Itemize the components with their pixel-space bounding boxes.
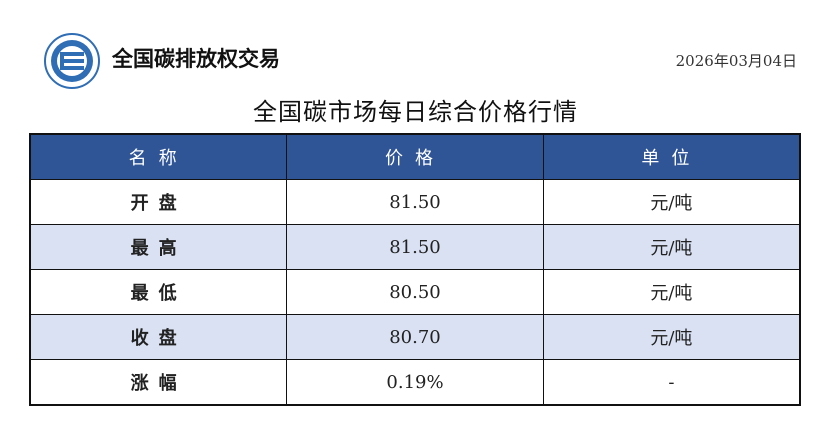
price-table: 名称 价格 单位 开盘 81.50 元/吨 最高 81.50 元/吨 最低 80… bbox=[29, 133, 801, 406]
row-unit: 元/吨 bbox=[542, 314, 801, 360]
column-header-price: 价格 bbox=[286, 133, 544, 180]
row-name: 最低 bbox=[29, 269, 288, 315]
page-title: 全国碳市场每日综合价格行情 bbox=[253, 98, 578, 126]
row-name: 涨幅 bbox=[29, 359, 288, 406]
brand-name: 全国碳排放权交易 bbox=[112, 47, 280, 71]
row-unit: - bbox=[542, 359, 801, 406]
row-price: 81.50 bbox=[286, 179, 544, 225]
row-unit: 元/吨 bbox=[542, 269, 801, 315]
row-price: 81.50 bbox=[286, 224, 544, 270]
exchange-logo-icon bbox=[44, 33, 100, 89]
report-date: 2026年03月04日 bbox=[675, 52, 797, 70]
table-row: 收盘 80.70 元/吨 bbox=[29, 314, 801, 360]
row-price: 0.19% bbox=[286, 359, 544, 406]
row-price: 80.50 bbox=[286, 269, 544, 315]
column-header-unit: 单位 bbox=[542, 133, 801, 180]
column-header-name: 名称 bbox=[29, 133, 288, 180]
table-row: 最低 80.50 元/吨 bbox=[29, 269, 801, 315]
table-row: 涨幅 0.19% - bbox=[29, 359, 801, 406]
row-name: 开盘 bbox=[29, 179, 288, 225]
row-name: 最高 bbox=[29, 224, 288, 270]
row-unit: 元/吨 bbox=[542, 224, 801, 270]
row-price: 80.70 bbox=[286, 314, 544, 360]
table-row: 最高 81.50 元/吨 bbox=[29, 224, 801, 270]
row-unit: 元/吨 bbox=[542, 179, 801, 225]
table-header-row: 名称 价格 单位 bbox=[29, 133, 801, 180]
table-row: 开盘 81.50 元/吨 bbox=[29, 179, 801, 225]
row-name: 收盘 bbox=[29, 314, 288, 360]
